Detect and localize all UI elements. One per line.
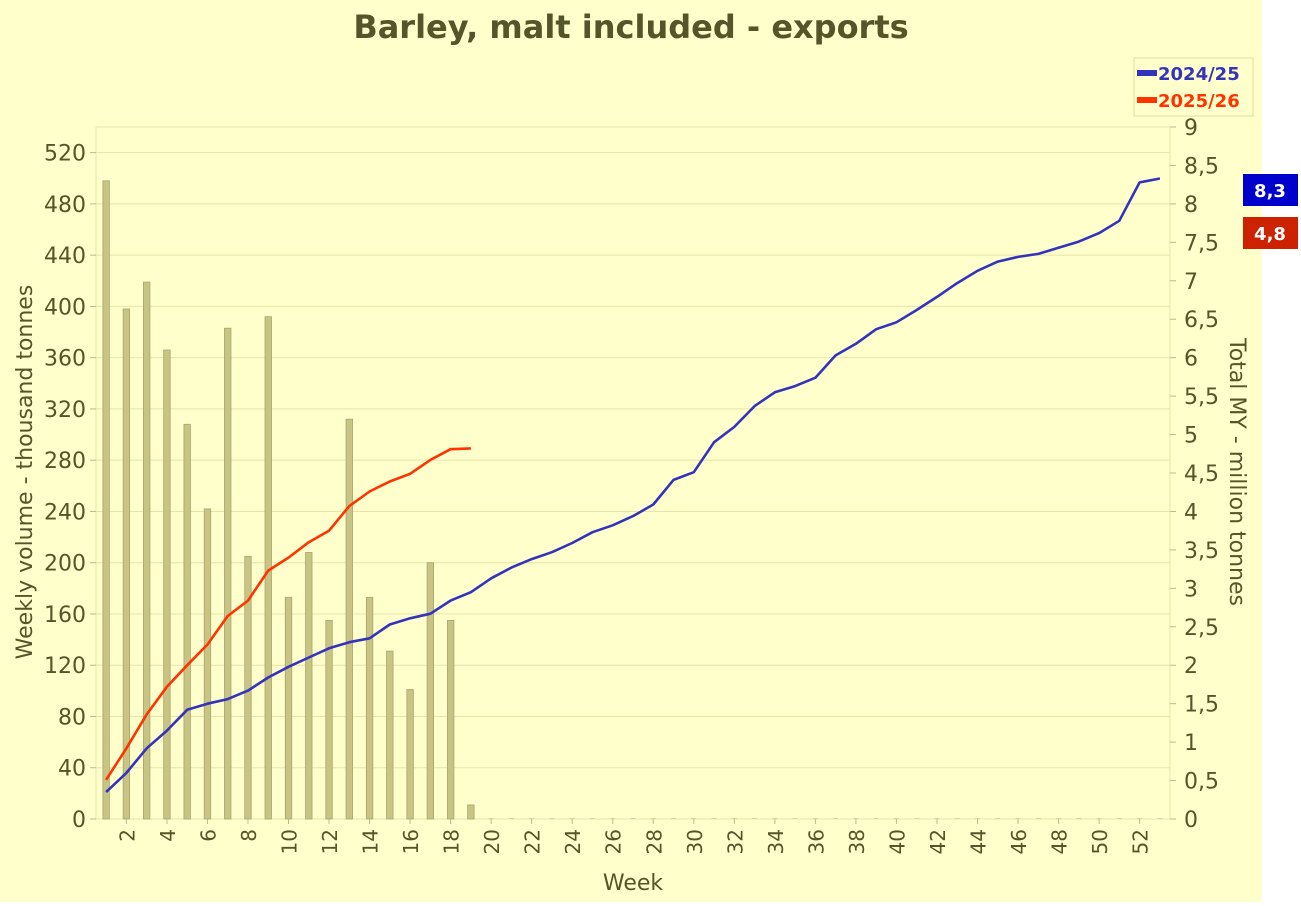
y-right-tick-label: 9 [1184, 116, 1198, 141]
series-line-2024-25 [105, 177, 1161, 794]
y-right-tick-label: 4 [1184, 500, 1198, 525]
weekly-bar [467, 804, 475, 820]
x-tick-label: 46 [1007, 829, 1031, 854]
weekly-bar [203, 508, 212, 820]
y-right-tick-label: 3 [1184, 577, 1198, 602]
y-left-tick-label: 520 [44, 142, 86, 167]
y-right-tick-label: 2 [1184, 654, 1198, 679]
x-tick-label: 14 [359, 829, 383, 854]
y-right-tick-label: 8,5 [1184, 154, 1219, 179]
legend-box [1133, 57, 1254, 117]
x-tick-label: 32 [723, 829, 747, 854]
y-right-tick-label: 7 [1184, 270, 1198, 295]
weekly-bar [143, 281, 151, 820]
y-left-tick-label: 160 [44, 603, 86, 628]
legend: 2024/25 2025/26 [1133, 57, 1254, 117]
y-left-tick-label: 0 [72, 808, 86, 833]
y-right-tick-label: 1,5 [1184, 693, 1219, 718]
legend-swatch-2025-26 [1137, 97, 1157, 103]
y-left-tick-label: 360 [44, 347, 86, 372]
x-tick-label: 22 [521, 829, 545, 854]
y-right-tick-label: 7,5 [1184, 231, 1219, 256]
series-line-2025-26 [105, 447, 471, 781]
y-right-tick-label: 0 [1184, 808, 1198, 833]
x-tick-label: 30 [683, 829, 707, 854]
y-axis-right-label: Total MY - million tonnes [1224, 337, 1249, 606]
y-right-tick-label: 2,5 [1184, 616, 1219, 641]
chart-svg: Barley, malt included - exports 04080120… [13, 8, 1254, 896]
x-tick-label: 24 [561, 829, 585, 854]
x-tick-label: 38 [845, 829, 869, 854]
y-right-tick-label: 5,5 [1184, 385, 1219, 410]
x-tick-label: 48 [1048, 829, 1072, 854]
lines-layer [105, 177, 1161, 794]
x-tick-label: 26 [602, 829, 626, 854]
x-axis-label: Week [603, 871, 664, 896]
x-tick-label: 40 [885, 829, 909, 854]
y-left-tick-label: 400 [44, 295, 86, 320]
x-tick-label: 6 [196, 829, 220, 842]
weekly-bar [446, 619, 455, 820]
x-tick-label: 18 [440, 829, 464, 854]
weekly-bar [305, 552, 313, 820]
legend-label-2025-26: 2025/26 [1158, 91, 1240, 112]
y-right-tick-label: 6,5 [1184, 308, 1219, 333]
end-value-badges: 8,3 4,8 [1243, 174, 1298, 249]
x-tick-label: 44 [966, 829, 990, 854]
total-2024-25-value: 8,3 [1254, 181, 1286, 202]
y-left-tick-label: 440 [44, 244, 86, 269]
y-left-tick-label: 120 [44, 654, 86, 679]
weekly-bar [345, 418, 353, 820]
legend-label-2024-25: 2024/25 [1158, 64, 1240, 85]
weekly-bar [163, 349, 171, 820]
y-left-tick-label: 200 [44, 552, 86, 577]
plot-frame [95, 126, 1171, 820]
x-tick-label: 42 [926, 829, 950, 854]
y-left-tick-label: 320 [44, 398, 86, 423]
weekly-bar [386, 650, 394, 820]
total-2025-26-badge [1243, 217, 1298, 249]
axes-layer: 0408012016020024028032036040044048052000… [44, 116, 1219, 854]
y-right-tick-label: 0,5 [1184, 770, 1219, 795]
x-tick-label: 2 [115, 829, 139, 842]
grid-layer [95, 126, 1171, 820]
y-right-tick-label: 5 [1184, 424, 1198, 449]
x-tick-label: 8 [237, 829, 261, 842]
chart-area: Barley, malt included - exports 0 40 80 120… [0, 0, 1262, 902]
y-left-tick-label: 40 [58, 757, 86, 782]
weekly-bar [183, 423, 191, 820]
y-left-tick-label: 240 [44, 500, 86, 525]
x-tick-label: 36 [804, 829, 828, 854]
x-tick-label: 52 [1129, 829, 1153, 854]
y-right-tick-label: 8 [1184, 193, 1198, 218]
y-left-tick-label: 280 [44, 449, 86, 474]
y-right-tick-label: 4,5 [1184, 462, 1219, 487]
weekly-bar [406, 689, 414, 820]
total-2024-25-badge [1243, 174, 1298, 206]
y-axis-left-label: Weekly volume - thousand tonnes [13, 285, 38, 660]
x-tick-label: 16 [399, 829, 423, 854]
x-tick-label: 12 [318, 829, 342, 854]
y-right-tick-label: 3,5 [1184, 539, 1219, 564]
x-tick-label: 10 [278, 829, 302, 854]
chart-title: Barley, malt included - exports [353, 8, 908, 46]
total-2025-26-value: 4,8 [1254, 224, 1286, 245]
y-left-tick-label: 480 [44, 193, 86, 218]
x-tick-label: 4 [156, 829, 180, 842]
x-tick-label: 50 [1088, 829, 1112, 854]
weekly-bar [365, 596, 374, 820]
weekly-bar [284, 596, 293, 820]
weekly-bar [224, 327, 232, 820]
weekly-bar [102, 180, 110, 820]
x-tick-label: 34 [764, 829, 788, 854]
y-right-tick-label: 6 [1184, 347, 1198, 372]
x-tick-label: 20 [480, 829, 504, 854]
legend-swatch-2024-25 [1137, 70, 1157, 76]
y-right-tick-label: 1 [1184, 731, 1198, 756]
bars-layer [102, 180, 1163, 820]
y-left-tick-label: 80 [58, 705, 86, 730]
weekly-bar [426, 562, 435, 820]
x-tick-label: 28 [642, 829, 666, 854]
